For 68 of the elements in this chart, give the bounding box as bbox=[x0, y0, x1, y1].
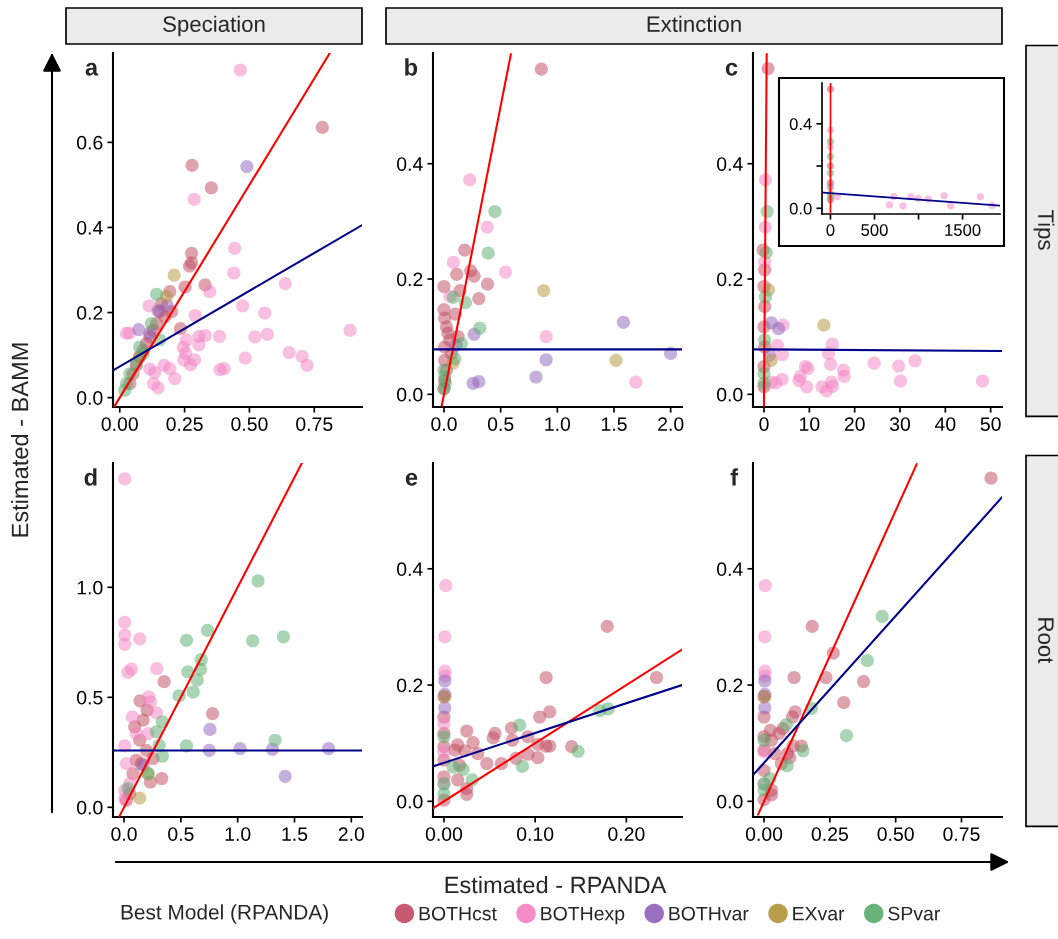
x-tick-label: 0.75 bbox=[943, 827, 980, 841]
x-tick-label: 20 bbox=[844, 417, 865, 431]
x-tick-label: 10 bbox=[800, 417, 820, 431]
x-tick-label: 50 bbox=[980, 417, 1001, 431]
text: d bbox=[84, 468, 97, 486]
x-tick-label: 0.50 bbox=[231, 417, 268, 431]
y-tick-label: 0.4 bbox=[397, 562, 423, 577]
x-tick-label: 0.25 bbox=[166, 417, 203, 431]
x-tick-label: 0.10 bbox=[516, 827, 554, 841]
legend-label: EXvar bbox=[793, 906, 845, 921]
y-tick-label: 0.4 bbox=[717, 562, 743, 577]
text: c bbox=[725, 62, 738, 76]
x-tick-label: 0.00 bbox=[101, 417, 138, 431]
y-tick-label: 0.2 bbox=[77, 306, 103, 320]
x-tick-label: 1500 bbox=[945, 224, 981, 236]
x-tick-label: 2.0 bbox=[338, 827, 365, 841]
y-tick-label: 0.0 bbox=[717, 387, 743, 402]
x-axis-title: Estimated - RPANDA bbox=[445, 875, 667, 894]
legend-label: BOTHcst bbox=[419, 906, 497, 921]
y-tick-label: 0.4 bbox=[397, 157, 423, 171]
x-tick-label: 0.0 bbox=[111, 827, 137, 841]
y-tick-label: 0.4 bbox=[77, 220, 103, 235]
text: b bbox=[405, 58, 418, 76]
y-tick-label: 0.0 bbox=[77, 800, 103, 815]
x-tick-label: 0.75 bbox=[296, 417, 333, 431]
y-tick-label: 0.2 bbox=[717, 272, 743, 287]
text: e bbox=[405, 472, 418, 486]
x-tick-label: 0.20 bbox=[608, 827, 645, 841]
y-tick-label: 1.0 bbox=[77, 580, 103, 595]
x-tick-label: 2.0 bbox=[658, 417, 684, 431]
y-tick-label: 0.4 bbox=[789, 118, 812, 130]
x-tick-label: 0.00 bbox=[745, 827, 783, 841]
x-tick-label: 0.00 bbox=[425, 827, 463, 841]
x-tick-label: 0.0 bbox=[431, 417, 457, 431]
y-tick-label: 0.2 bbox=[397, 272, 423, 287]
x-tick-label: 30 bbox=[889, 417, 911, 431]
x-tick-label: 0.5 bbox=[168, 827, 194, 841]
y-tick-label: 0.0 bbox=[717, 794, 743, 809]
y-tick-label: 0.2 bbox=[397, 678, 423, 693]
legend-title: Best Model (RPANDA) bbox=[121, 904, 328, 924]
chart-title: Speciation bbox=[163, 15, 265, 37]
x-tick-label: 1.5 bbox=[282, 827, 308, 841]
x-tick-label: 1.0 bbox=[545, 417, 571, 431]
y-axis-title: Estimated - BAMM bbox=[11, 343, 29, 537]
text: Root bbox=[1038, 618, 1054, 664]
y-tick-label: 0.0 bbox=[397, 794, 423, 809]
y-tick-label: 0.0 bbox=[397, 387, 423, 402]
legend-label: SPvar bbox=[888, 906, 940, 921]
text: Tips bbox=[1033, 209, 1055, 250]
x-tick-label: 0.50 bbox=[877, 827, 914, 841]
x-tick-label: 1.5 bbox=[601, 417, 627, 431]
x-tick-label: 1.0 bbox=[225, 827, 251, 841]
legend-label: BOTHexp bbox=[541, 906, 625, 925]
y-tick-label: 0.4 bbox=[717, 157, 743, 171]
text: a bbox=[85, 62, 99, 76]
x-tick-label: 0.5 bbox=[487, 417, 514, 431]
x-tick-label: 40 bbox=[934, 417, 956, 431]
y-tick-label: 0.0 bbox=[77, 391, 103, 405]
text: f bbox=[730, 468, 739, 486]
x-tick-label: 0 bbox=[826, 224, 835, 236]
x-tick-label: 500 bbox=[861, 224, 888, 236]
y-tick-label: 0.6 bbox=[77, 135, 103, 150]
y-tick-label: 0.5 bbox=[77, 690, 103, 705]
chart-title: Extinction bbox=[647, 15, 741, 32]
x-tick-label: 0 bbox=[759, 417, 769, 431]
x-tick-label: 0.25 bbox=[811, 827, 848, 841]
y-tick-label: 0.2 bbox=[717, 678, 743, 693]
legend-label: BOTHvar bbox=[669, 906, 749, 921]
